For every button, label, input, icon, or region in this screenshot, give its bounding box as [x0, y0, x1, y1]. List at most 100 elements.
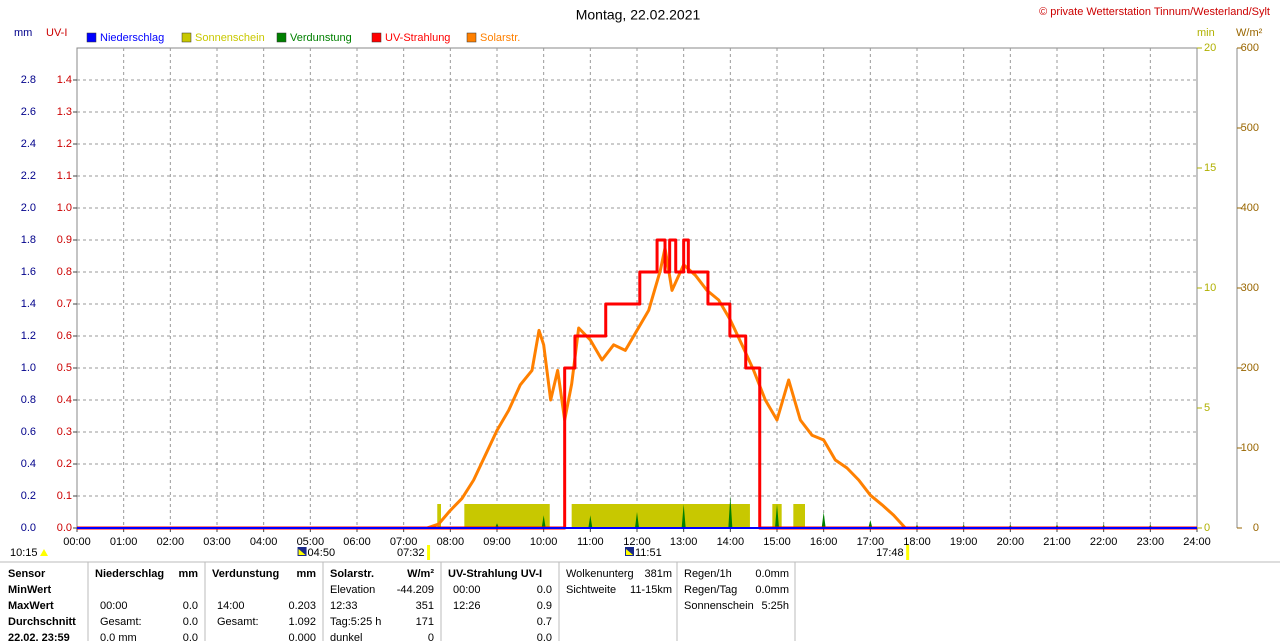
table-cell: 0.0	[537, 632, 552, 641]
table-cell: UV-Strahlung UV-I	[448, 568, 542, 580]
y2-tick-label: 0.7	[57, 298, 72, 310]
table-cell: Sensor	[8, 568, 46, 580]
table-cell: Tag:5:25 h	[330, 616, 381, 628]
table-cell: Solarstr.	[330, 568, 374, 580]
table-cell: 5:25h	[761, 600, 789, 612]
x-tick-label: 12:00	[623, 536, 651, 548]
y-axis-label: mm	[14, 27, 32, 39]
marker-icon-accent	[626, 549, 633, 555]
table-cell: 00:00	[453, 584, 481, 596]
y-tick-label: 2.6	[21, 106, 36, 118]
y3-tick-label: 5	[1204, 402, 1210, 414]
x-tick-label: 04:00	[250, 536, 278, 548]
legend-label: UV-Strahlung	[385, 32, 450, 44]
y-tick-label: 1.2	[21, 330, 36, 342]
x-tick-label: 23:00	[1137, 536, 1165, 548]
marker-icon-accent	[298, 549, 306, 555]
x-tick-label: 09:00	[483, 536, 511, 548]
table-cell: 0.0	[183, 616, 198, 628]
table-cell: 351	[416, 600, 434, 612]
x-tick-label: 24:00	[1183, 536, 1211, 548]
y3-tick-label: 15	[1204, 162, 1216, 174]
legend-label: Solarstr.	[480, 32, 520, 44]
x-tick-label: 20:00	[997, 536, 1025, 548]
y-tick-label: 0.8	[21, 394, 36, 406]
series-line	[77, 238, 1197, 530]
legend-swatch	[86, 32, 97, 43]
evaporation-spike	[541, 515, 546, 528]
y-tick-label: 2.0	[21, 202, 36, 214]
table-cell: MaxWert	[8, 600, 54, 612]
y-tick-label: 0.2	[21, 490, 36, 502]
table-cell: 0.0	[183, 632, 198, 641]
table-cell: Elevation	[330, 584, 375, 596]
sunshine-block	[464, 504, 550, 528]
chart-title: Montag, 22.02.2021	[576, 7, 701, 23]
evaporation-spike	[821, 512, 826, 528]
y2-tick-label: 0.0	[57, 522, 72, 534]
marker-label: 17:48	[876, 547, 904, 559]
legend-swatch	[181, 32, 192, 43]
table-cell: 0.0mm	[755, 568, 789, 580]
y4-tick-label: 100	[1241, 442, 1259, 454]
y-tick-label: 2.4	[21, 138, 36, 150]
series-line	[426, 246, 907, 530]
marker-label: 04:50	[308, 547, 336, 559]
x-tick-label: 15:00	[763, 536, 791, 548]
y2-tick-label: 1.1	[57, 170, 72, 182]
sunshine-block	[571, 504, 750, 528]
table-cell: 0.0 mm	[100, 632, 137, 641]
evaporation-spike	[868, 520, 873, 528]
table-cell: Sichtweite	[566, 584, 616, 596]
legend-swatch	[466, 32, 477, 43]
table-cell: 11-15km	[630, 584, 672, 596]
credit: © private Wetterstation Tinnum/Westerlan…	[1039, 6, 1270, 18]
y4-axis-label: W/m²	[1236, 27, 1263, 39]
y4-tick-label: 600	[1241, 42, 1259, 54]
x-tick-label: 21:00	[1043, 536, 1071, 548]
y4-tick-label: 200	[1241, 362, 1259, 374]
table-cell: 12:33	[330, 600, 358, 612]
y-tick-label: 1.8	[21, 234, 36, 246]
table-cell: 00:00	[100, 600, 128, 612]
y-tick-label: 1.4	[21, 298, 36, 310]
y2-tick-label: 1.3	[57, 106, 72, 118]
y3-axis-label: min	[1197, 27, 1215, 39]
marker-label: 11:51	[635, 547, 662, 559]
y4-tick-label: 400	[1241, 202, 1259, 214]
evaporation-spike	[588, 515, 593, 528]
table-cell: 0.7	[537, 616, 552, 628]
x-tick-label: 01:00	[110, 536, 138, 548]
x-tick-label: 19:00	[950, 536, 978, 548]
table-cell: Wolkenunterg	[566, 568, 634, 580]
table-cell: 1.092	[288, 616, 316, 628]
marker-icon	[297, 547, 307, 556]
y4-tick-label: 300	[1241, 282, 1259, 294]
sunshine-block	[437, 504, 441, 528]
x-tick-label: 11:00	[577, 536, 604, 548]
table-cell: W/m²	[407, 568, 434, 580]
y-tick-label: 1.0	[21, 362, 36, 374]
table-cell: 0.203	[288, 600, 316, 612]
y2-tick-label: 0.1	[57, 490, 72, 502]
updated-time: 10:15	[10, 547, 38, 559]
table-cell: 171	[416, 616, 434, 628]
table-cell: dunkel	[330, 632, 362, 641]
x-tick-label: 10:00	[530, 536, 558, 548]
table-cell: 0.9	[537, 600, 552, 612]
table-cell: Durchschnitt	[8, 616, 76, 628]
y2-tick-label: 1.0	[57, 202, 72, 214]
y2-tick-label: 1.4	[57, 74, 72, 86]
evaporation-spike	[635, 512, 639, 528]
x-tick-label: 14:00	[717, 536, 745, 548]
x-tick-label: 03:00	[203, 536, 231, 548]
table-cell: 0.0mm	[755, 584, 789, 596]
legend-swatch	[276, 32, 287, 43]
legend-label: Niederschlag	[100, 32, 164, 44]
evaporation-spike	[728, 495, 733, 528]
table-cell: 14:00	[217, 600, 245, 612]
table-cell: Sonnenschein	[684, 600, 754, 612]
table-cell: Regen/1h	[684, 568, 732, 580]
sunshine-block	[793, 504, 805, 528]
